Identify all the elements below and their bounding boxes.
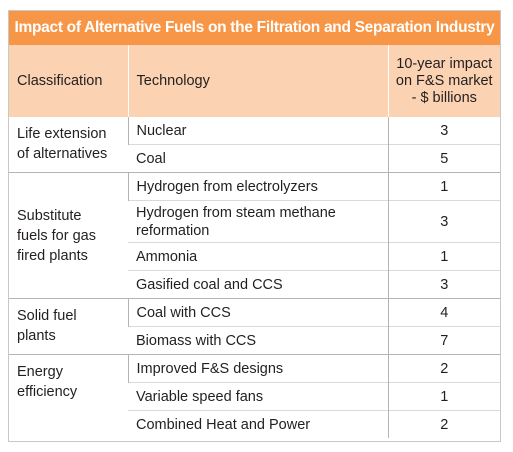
technology-cell: Ammonia bbox=[128, 242, 388, 271]
classification-cell: Solid fuel plants bbox=[9, 298, 128, 355]
impact-value-cell: 7 bbox=[387, 326, 500, 355]
header-impact-line: - $ billions bbox=[411, 89, 477, 106]
header-technology: Technology bbox=[127, 45, 388, 117]
classification-line: of alternatives bbox=[17, 146, 108, 162]
technology-cell: Hydrogen from steam methane reformation bbox=[128, 200, 388, 243]
impact-value-cell: 3 bbox=[387, 270, 500, 299]
classification-line: Solid fuel bbox=[17, 308, 77, 324]
classification-line: fuels for gas bbox=[17, 227, 96, 244]
impact-value-cell: 5 bbox=[387, 144, 500, 173]
technology-cell: Hydrogen from electrolyzers bbox=[127, 172, 388, 201]
classification-cell: Energy efficiency bbox=[9, 354, 128, 438]
impact-value-cell: 3 bbox=[387, 117, 500, 145]
impact-value-cell: 1 bbox=[387, 172, 500, 201]
table-row: Substitute fuels for gas fired plants Hy… bbox=[9, 172, 500, 299]
classification-line: Life extension bbox=[17, 126, 107, 142]
table-row: Ammonia 1 bbox=[9, 242, 500, 271]
technology-cell: Coal with CCS bbox=[127, 298, 388, 327]
table-title: Impact of Alternative Fuels on the Filtr… bbox=[9, 11, 500, 45]
table-row: Gasified coal and CCS 3 bbox=[9, 270, 500, 299]
classification-cell: Life extension of alternatives bbox=[9, 117, 128, 173]
header-impact-line: 10-year impact bbox=[396, 55, 493, 72]
technology-cell: Biomass with CCS bbox=[128, 326, 388, 355]
table-row: Coal 5 bbox=[9, 144, 500, 173]
header-classification: Classification bbox=[9, 45, 128, 117]
table-row: Biomass with CCS 7 bbox=[9, 326, 500, 355]
header-impact: 10-year impact on F&S market - $ billion… bbox=[387, 45, 500, 117]
impact-value-cell: 3 bbox=[387, 200, 500, 243]
table-row: Life extension of alternatives Nuclear 3 bbox=[9, 117, 500, 162]
technology-cell: Improved F&S designs bbox=[127, 354, 388, 383]
header-impact-line: on F&S market bbox=[395, 72, 493, 89]
impact-value-cell: 1 bbox=[387, 242, 500, 271]
classification-line: plants bbox=[17, 328, 56, 344]
classification-line: Energy bbox=[17, 364, 63, 380]
impact-value-cell: 2 bbox=[387, 354, 500, 383]
header-row: Classification Technology 10-year impact… bbox=[9, 45, 500, 117]
technology-cell: Variable speed fans bbox=[128, 382, 388, 411]
classification-line: Substitute bbox=[17, 207, 82, 224]
classification-cell: Substitute fuels for gas fired plants bbox=[9, 172, 128, 299]
impact-value-cell: 1 bbox=[387, 382, 500, 411]
impact-value-cell: 2 bbox=[387, 410, 500, 438]
classification-line: efficiency bbox=[17, 384, 78, 400]
table-row: Combined Heat and Power 2 bbox=[9, 410, 500, 438]
table-row: Energy efficiency Improved F&S designs 2 bbox=[9, 354, 500, 438]
table-row: Hydrogen from steam methane reformation … bbox=[9, 200, 500, 243]
technology-cell: Combined Heat and Power bbox=[128, 410, 388, 438]
impact-table: Classification Technology 10-year impact… bbox=[9, 45, 500, 438]
technology-cell: Coal bbox=[128, 144, 388, 173]
table-row: Solid fuel plants Coal with CCS 4 bbox=[9, 298, 500, 355]
impact-value-cell: 4 bbox=[387, 298, 500, 327]
table-row: Variable speed fans 1 bbox=[9, 382, 500, 411]
fuels-impact-table-card: Impact of Alternative Fuels on the Filtr… bbox=[8, 10, 501, 442]
technology-cell: Nuclear bbox=[127, 117, 388, 145]
classification-line: fired plants bbox=[17, 247, 88, 264]
technology-cell: Gasified coal and CCS bbox=[128, 270, 388, 299]
